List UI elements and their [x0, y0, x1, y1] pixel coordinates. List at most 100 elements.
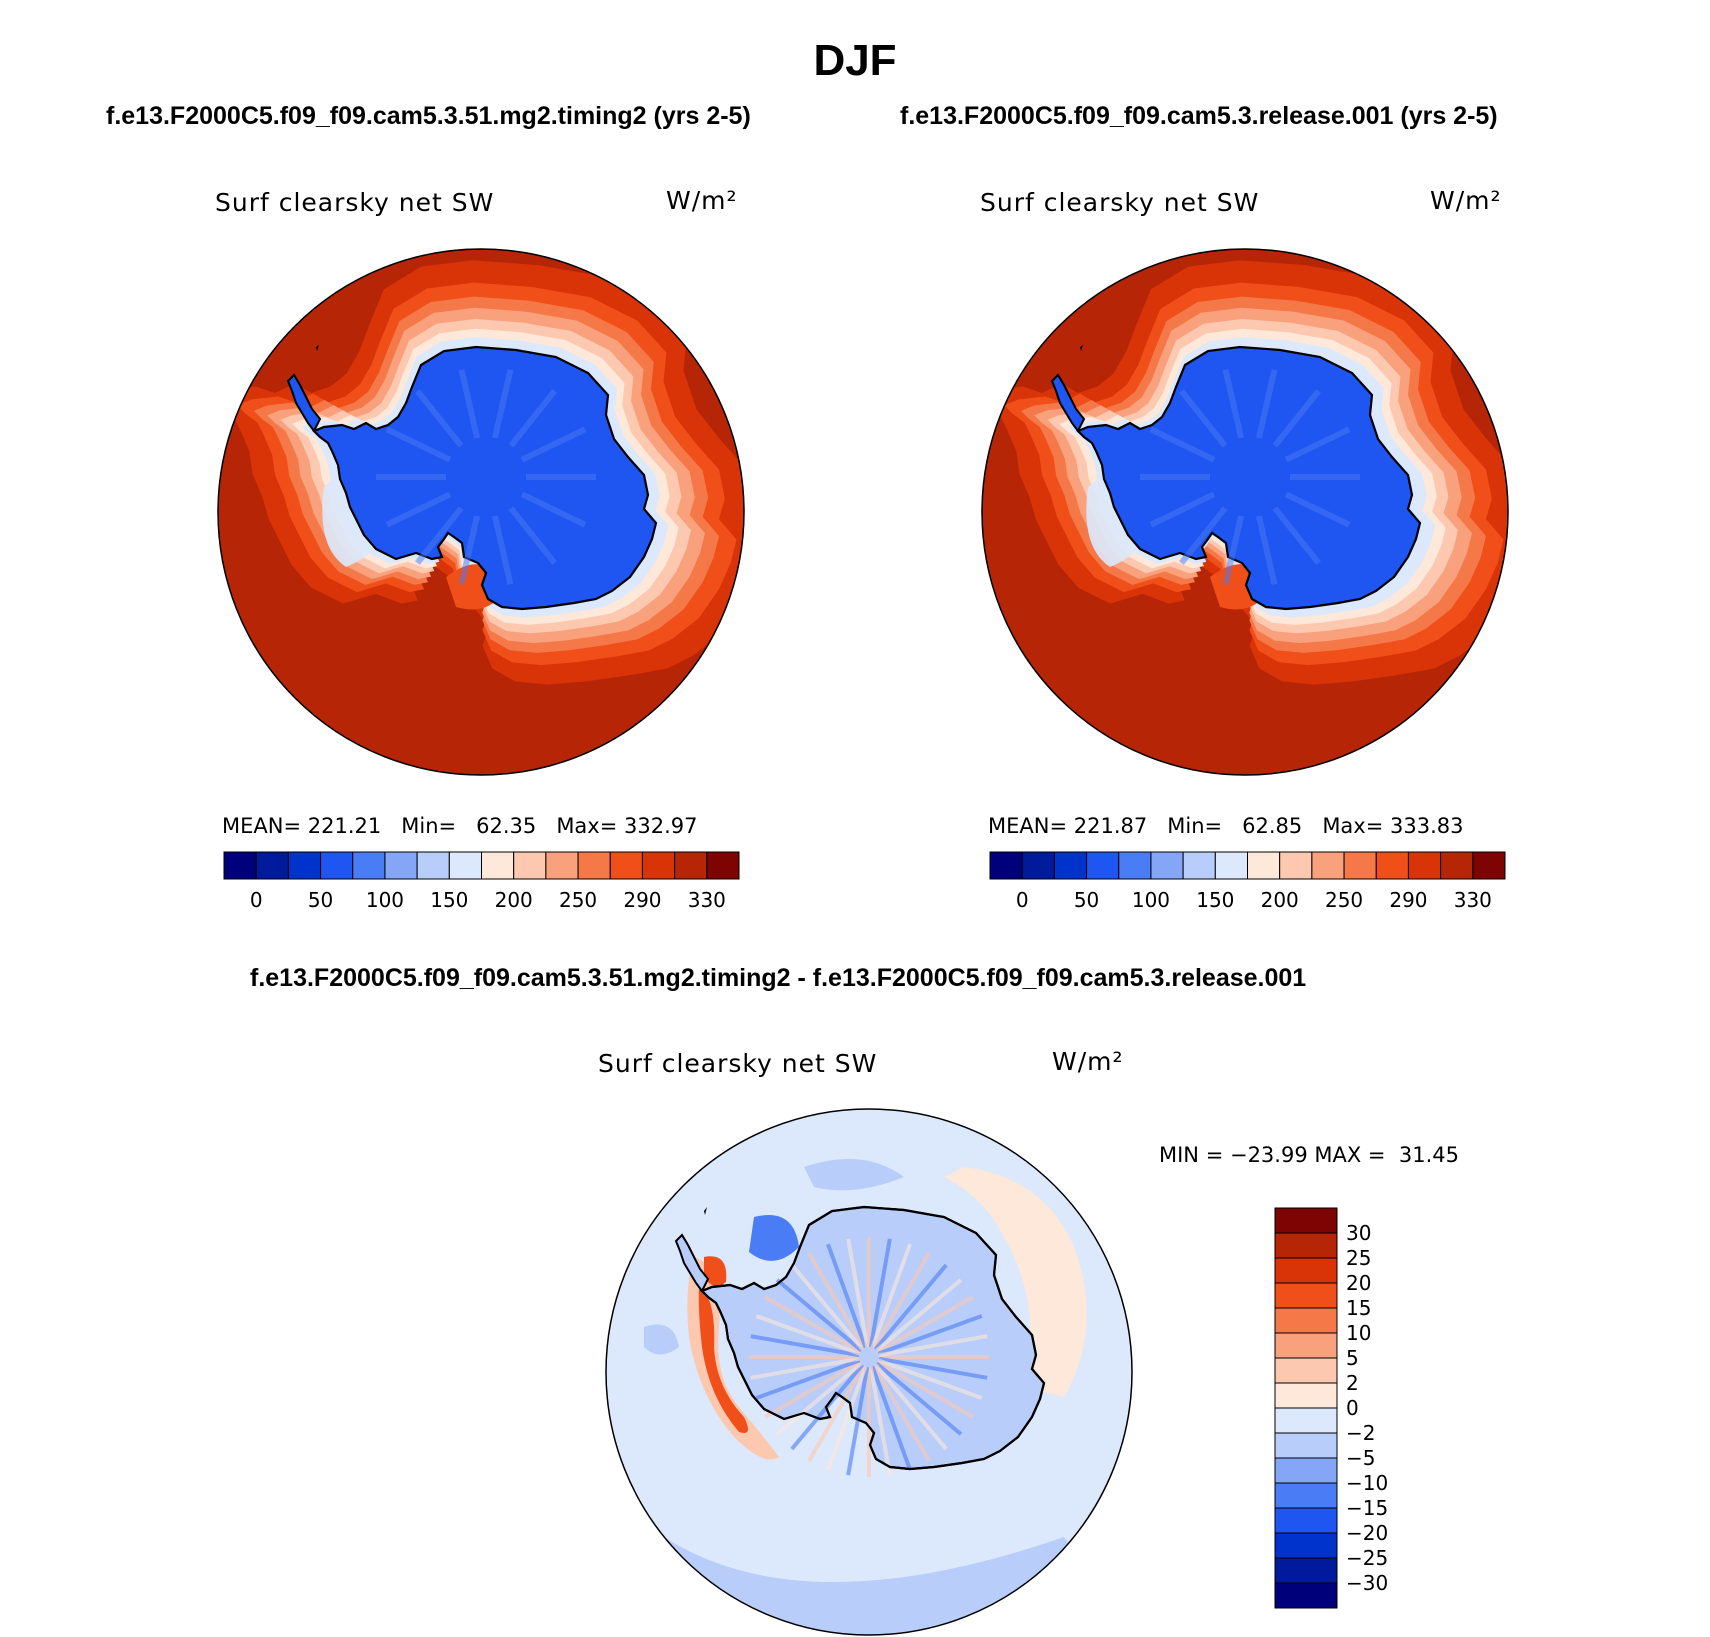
map-field — [982, 249, 1508, 775]
colorbar-tick-label: 100 — [365, 888, 405, 912]
colorbar-tick-label: −25 — [1346, 1546, 1389, 1570]
diff-streak — [877, 1358, 983, 1400]
antarctic-peninsula — [1050, 373, 1086, 433]
land-streak — [385, 426, 452, 463]
diff-streak — [873, 1263, 948, 1351]
colorbar-swatch — [1343, 851, 1377, 880]
max-label: Max= — [1322, 814, 1384, 838]
map-border — [981, 248, 1509, 776]
island-mark — [704, 1207, 707, 1215]
polar-map-left — [217, 248, 745, 776]
diff-streak — [870, 1365, 912, 1471]
colorbar-tick-label: 2 — [1346, 1371, 1359, 1395]
diff-cream-zone — [944, 1167, 1087, 1397]
colorbar-swatch — [513, 851, 547, 880]
colorbar-swatch — [481, 851, 515, 880]
colorbar-swatch — [1279, 851, 1313, 880]
max-label: Max= — [556, 814, 618, 838]
colorbar-swatch — [1274, 1557, 1338, 1584]
diff-streak — [764, 1360, 862, 1419]
mean-value: 221.21 — [307, 814, 382, 838]
colorbar-tick-label: −10 — [1346, 1471, 1389, 1495]
antarctica-land — [312, 345, 658, 611]
colorbar-swatch — [448, 851, 482, 880]
colorbar-left — [223, 851, 740, 880]
diff-streak — [878, 1334, 988, 1358]
variable-label-left: Surf clearsky net SW — [215, 188, 495, 217]
land-streak — [520, 426, 587, 463]
land-streak — [491, 369, 514, 439]
diff-streak — [868, 1366, 892, 1476]
land-streak — [1255, 369, 1278, 439]
min-label: Min= — [401, 814, 457, 838]
colorbar-swatch — [1214, 851, 1248, 880]
diff-streak — [878, 1356, 988, 1380]
diff-streak — [750, 1356, 860, 1380]
land-streak — [1179, 389, 1228, 448]
mean-label: MEAN= — [988, 814, 1068, 838]
min-value: 62.85 — [1242, 814, 1303, 838]
colorbar-swatch — [1274, 1282, 1338, 1309]
diff-streak — [868, 1238, 892, 1348]
colorbar-tick-label: 200 — [1260, 888, 1299, 912]
colorbar-tick-label: 290 — [623, 888, 662, 912]
diff-streak — [877, 1314, 983, 1356]
stats-left: MEAN= 221.21 Min= 62.35 Max= 332.97 — [222, 814, 698, 838]
diff-streak — [872, 1364, 931, 1462]
colorbar-tick-label: 150 — [430, 888, 469, 912]
colorbar-swatch — [1440, 851, 1474, 880]
diff-units-label: W/m² — [1052, 1047, 1124, 1076]
max-value: 332.97 — [624, 814, 698, 838]
colorbar-tick-label: 0 — [249, 888, 263, 912]
diff-case-title: f.e13.F2000C5.f09_f09.cam5.3.51.mg2.timi… — [250, 964, 1307, 992]
diff-streak — [790, 1263, 865, 1351]
min-value: 62.35 — [476, 814, 537, 838]
colorbar-swatch — [1472, 851, 1506, 880]
colorbar-swatch — [287, 851, 322, 880]
colorbar-swatch — [706, 851, 740, 880]
diff-streak — [826, 1243, 868, 1349]
land-streak — [385, 491, 452, 528]
colorbar-swatch — [1274, 1207, 1338, 1234]
colorbar-swatch — [1274, 1507, 1338, 1534]
colorbar-tick-label: 0 — [1346, 1396, 1359, 1420]
units-label-right: W/m² — [1430, 186, 1502, 215]
diff-blue-patch — [749, 1215, 799, 1261]
land-streak — [520, 491, 587, 528]
colorbar-tick-label: 150 — [1196, 888, 1235, 912]
colorbar-swatch — [1274, 1382, 1338, 1409]
diff-red-zone — [698, 1287, 748, 1433]
colorbar-swatch — [1274, 1532, 1338, 1559]
colorbar-tick-label: −2 — [1346, 1421, 1376, 1445]
colorbar-swatch — [989, 851, 1023, 880]
min-label: Min= — [1167, 814, 1223, 838]
colorbar-swatch — [1247, 851, 1281, 880]
colorbar-tick-label: 25 — [1346, 1246, 1372, 1270]
land-streak — [1272, 389, 1321, 448]
colorbar-swatch — [1311, 851, 1345, 880]
colorbar-swatch — [609, 851, 643, 880]
diff-streak — [873, 1363, 948, 1451]
land-streak — [1272, 506, 1321, 565]
colorbar-tick-label: 10 — [1346, 1321, 1372, 1345]
diff-streak — [826, 1365, 868, 1471]
colorbar-swatch — [1274, 1482, 1338, 1509]
colorbar-tick-label: −5 — [1346, 1446, 1376, 1470]
land-streak — [508, 506, 557, 565]
diff-variable-label: Surf clearsky net SW — [598, 1049, 878, 1078]
polar-map-diff — [605, 1108, 1133, 1636]
diff-red-patch — [704, 1256, 727, 1286]
colorbar-tick-label: 100 — [1131, 888, 1171, 912]
colorbar-swatch — [577, 851, 611, 880]
colorbar-swatch — [1053, 851, 1088, 880]
land-streak — [1255, 515, 1278, 585]
colorbar-tick-label: 0 — [1015, 888, 1029, 912]
land-streak — [458, 515, 481, 585]
colorbar-swatch — [1274, 1432, 1338, 1459]
colorbar-tick-label: −30 — [1346, 1571, 1389, 1595]
colorbar-tick-label: −20 — [1346, 1521, 1389, 1545]
colorbar-swatch — [1274, 1257, 1338, 1284]
case-title-right: f.e13.F2000C5.f09_f09.cam5.3.release.001… — [900, 102, 1498, 130]
island-mark — [1080, 345, 1083, 351]
colorbar-swatch — [1274, 1307, 1338, 1334]
